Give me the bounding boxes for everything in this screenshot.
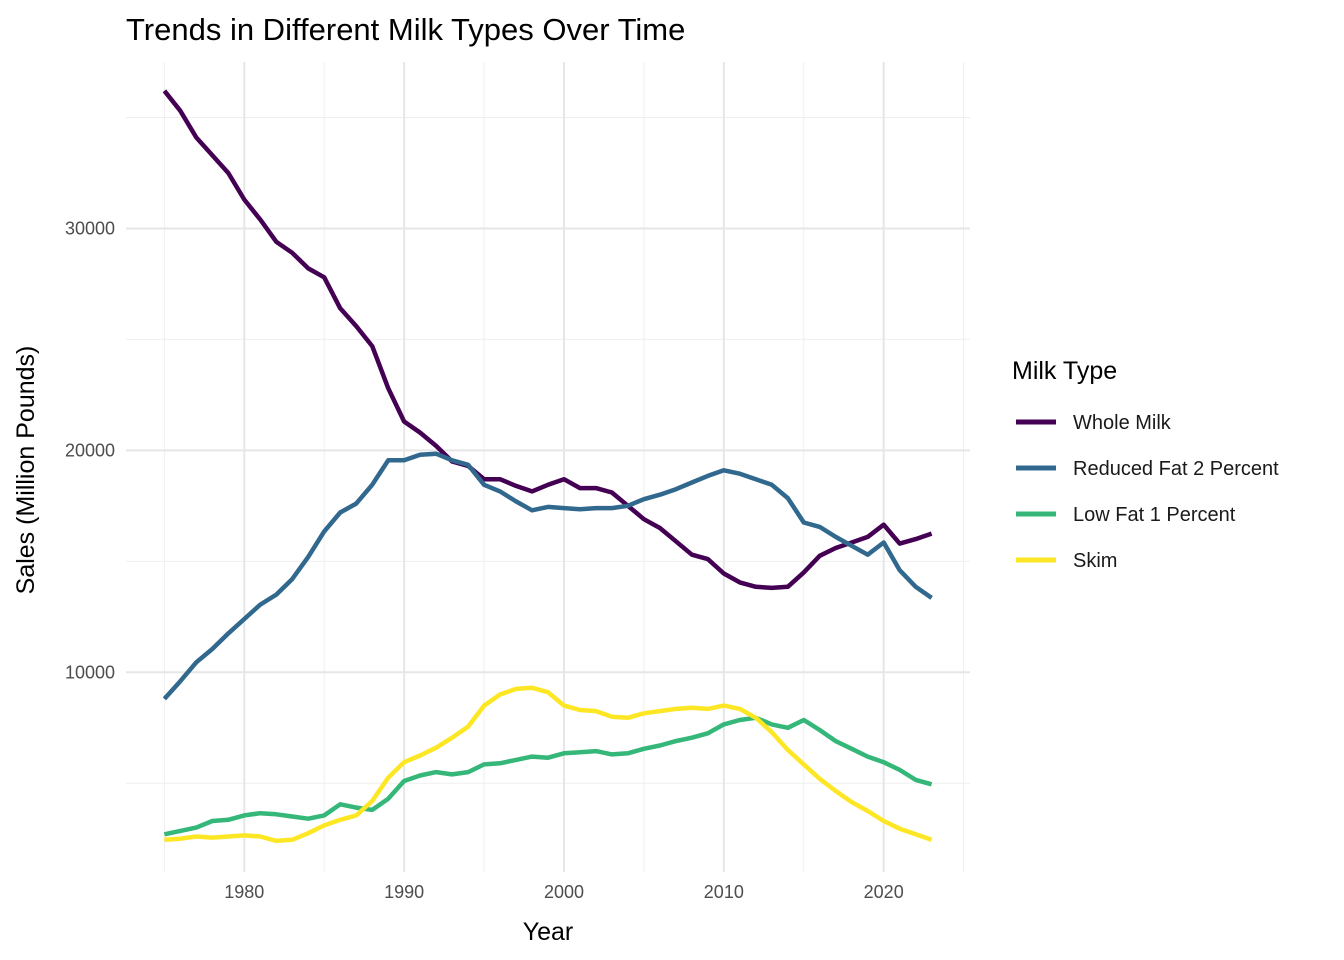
chart-title: Trends in Different Milk Types Over Time — [126, 12, 685, 47]
legend-label-reduced-fat-2-percent: Reduced Fat 2 Percent — [1073, 458, 1279, 480]
series-line-skim — [164, 685, 933, 844]
legend-label-skim: Skim — [1073, 550, 1117, 572]
x-tick-label: 2000 — [544, 882, 584, 902]
x-tick-label: 1990 — [384, 882, 424, 902]
y-tick-label: 20000 — [65, 440, 115, 460]
y-axis-title: Sales (Million Pounds) — [12, 346, 40, 595]
legend: Milk Type Whole Milk Reduced Fat 2 Percen… — [1012, 357, 1279, 572]
series-line-whole-milk — [162, 89, 933, 591]
x-axis-title: Year — [523, 918, 574, 946]
y-tick-label: 10000 — [65, 662, 115, 682]
y-tick-label: 30000 — [65, 218, 115, 238]
series-lines — [162, 89, 933, 844]
x-tick-label: 1980 — [224, 882, 264, 902]
legend-label-whole-milk: Whole Milk — [1073, 412, 1172, 434]
x-tick-label: 2020 — [864, 882, 904, 902]
series-line-low-fat-1-percent — [163, 715, 933, 837]
series-line-reduced-fat-2-percent — [162, 451, 933, 701]
y-axis-tick-labels: 10000 20000 30000 — [65, 218, 115, 682]
legend-title: Milk Type — [1012, 357, 1117, 385]
x-tick-label: 2010 — [704, 882, 744, 902]
x-axis-tick-labels: 1980 1990 2000 2010 2020 — [224, 882, 903, 902]
plot-grid — [126, 62, 970, 872]
legend-label-low-fat-1-percent: Low Fat 1 Percent — [1073, 504, 1236, 526]
